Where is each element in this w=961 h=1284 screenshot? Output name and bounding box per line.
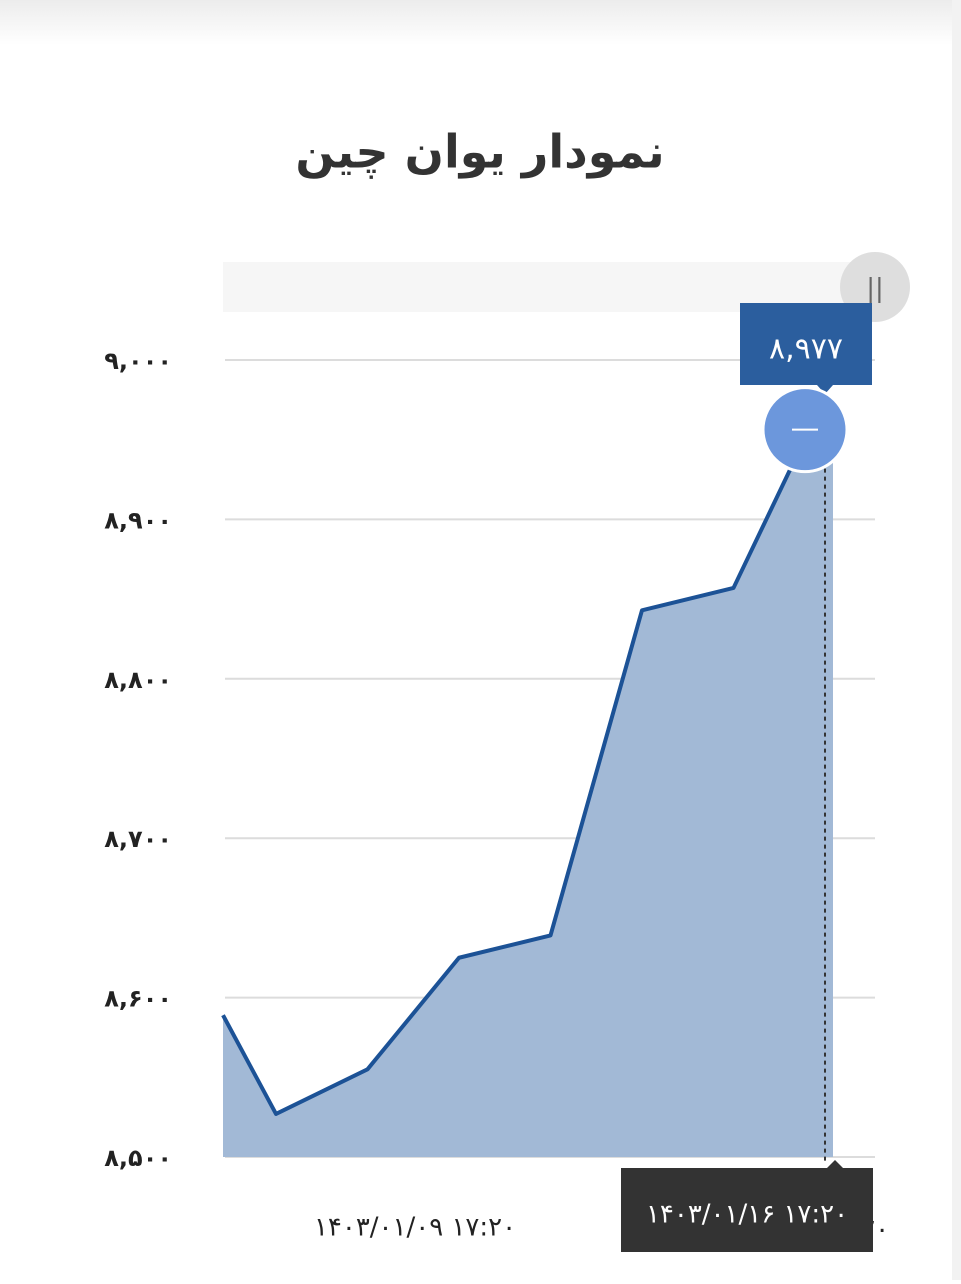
chart-title: نمودار یوان چین [295,125,664,180]
x-tooltip-box [621,1160,873,1252]
area [223,396,833,1157]
x-tooltip-label: ۱۴۰۳/۰۱/۱۶ ۱۷:۲۰ [646,1200,848,1230]
y-tick-label: ۸,۶۰۰ [104,985,172,1013]
plot: ۸,۹۷۷ [221,303,872,1162]
tooltip-value: ۸,۹۷۷ [769,332,843,367]
x-tick-label: ۱۴۰۳/۰۱/۰۹ ۱۷:۲۰ [314,1213,516,1243]
y-tick-label: ۹,۰۰۰ [104,347,172,375]
y-tick-label: ۸,۹۰۰ [104,506,172,534]
header-shadow [0,0,961,45]
line [221,395,827,1116]
y-tick-label: ۸,۸۰۰ [104,666,172,694]
scrollbar [952,0,961,1280]
pause-icon: || [866,274,884,304]
y-tick-label: ۸,۵۰۰ [104,1144,172,1172]
y-tick-label: ۸,۷۰۰ [104,825,172,853]
tooltip-box [740,303,872,394]
